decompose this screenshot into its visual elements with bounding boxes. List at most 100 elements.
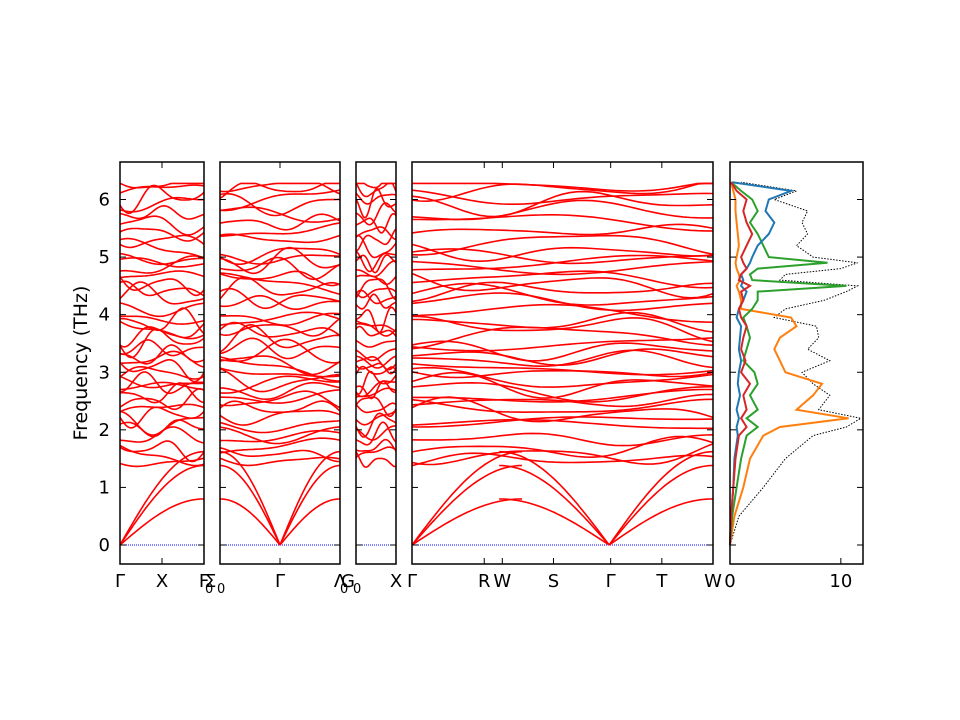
acoustic-branch xyxy=(499,464,610,546)
high-symmetry-label: Γ xyxy=(606,571,616,592)
high-symmetry-subscript: 0 xyxy=(205,582,213,597)
phonon-branch xyxy=(355,187,397,219)
high-symmetry-label: R xyxy=(478,571,491,592)
phonon-branch xyxy=(119,426,205,444)
phonon-branch xyxy=(119,252,205,266)
phonon-branch xyxy=(411,260,714,276)
phonon-branch xyxy=(355,451,397,469)
phonon-branch xyxy=(219,295,341,310)
phonon-branch xyxy=(219,375,340,394)
phonon-branch xyxy=(355,202,397,226)
phonon-branch xyxy=(119,281,205,305)
acoustic-branch xyxy=(119,450,205,546)
high-symmetry-subscript: 0 xyxy=(353,582,361,597)
phonon-branch xyxy=(411,282,714,306)
phonon-branch xyxy=(411,315,714,343)
y-tick-label: 5 xyxy=(99,247,110,268)
phonon-branch xyxy=(411,393,714,408)
acoustic-branch xyxy=(219,498,281,546)
acoustic-branch xyxy=(279,450,341,546)
phonon-branch xyxy=(220,389,341,404)
phonon-branch xyxy=(355,254,397,274)
phonon-branch xyxy=(355,287,397,299)
phonon-branch xyxy=(219,409,341,426)
phonon-branch xyxy=(219,381,341,400)
high-symmetry-subscript: 0 xyxy=(340,582,348,597)
phonon-branch xyxy=(411,190,714,218)
high-symmetry-label: Λ xyxy=(334,571,347,592)
phonon-branch xyxy=(355,319,397,337)
phonon-branch xyxy=(219,256,341,281)
phonon-branch xyxy=(411,369,714,379)
phonon-branch xyxy=(355,213,397,234)
phonon-branch xyxy=(355,446,397,459)
acoustic-branch xyxy=(279,464,341,546)
phonon-branch xyxy=(219,272,341,295)
phonon-branch xyxy=(219,287,341,310)
phonon-branch xyxy=(119,320,205,340)
phonon-branch xyxy=(119,276,205,297)
phonon-branch xyxy=(219,276,341,300)
phonon-branch xyxy=(119,196,205,213)
phonon-branch xyxy=(355,289,397,305)
phonon-branch xyxy=(355,402,397,414)
phonon-branch xyxy=(411,418,713,430)
phonon-branch xyxy=(119,375,205,389)
phonon-branch xyxy=(119,359,205,383)
dos-x-tick-label: 0 xyxy=(724,571,735,592)
phonon-branch xyxy=(219,419,341,434)
phonon-branch xyxy=(219,447,341,463)
high-symmetry-label: W xyxy=(493,571,511,592)
phonon-branch xyxy=(355,355,397,369)
high-symmetry-label: Γ xyxy=(275,571,285,592)
phonon-branch xyxy=(219,367,341,378)
acoustic-branch xyxy=(608,450,714,546)
phonon-branch xyxy=(411,182,713,203)
phonon-branch xyxy=(411,363,714,376)
phonon-branch xyxy=(411,337,714,352)
y-tick-label: 3 xyxy=(99,362,110,383)
phonon-branch xyxy=(411,234,714,256)
acoustic-branch xyxy=(411,450,523,546)
y-tick-label: 4 xyxy=(99,305,110,326)
phonon-branch xyxy=(219,355,341,376)
high-symmetry-label: W xyxy=(704,571,722,592)
phonon-branch xyxy=(411,443,714,466)
y-axis-label: Frequency (THz) xyxy=(70,286,92,441)
phonon-branch xyxy=(355,306,397,334)
phonon-branch xyxy=(355,370,397,395)
phonon-branch xyxy=(119,215,205,236)
phonon-branch xyxy=(219,253,341,265)
phonon-branch xyxy=(219,182,340,199)
acoustic-branch xyxy=(411,498,523,546)
phonon-branch xyxy=(219,312,341,327)
phonon-branch xyxy=(411,254,714,271)
phonon-branch xyxy=(119,440,205,463)
phonon-branch xyxy=(219,270,341,287)
dos-panel-frame xyxy=(729,161,864,565)
phonon-branch xyxy=(219,323,341,353)
phonon-branch xyxy=(119,227,205,242)
phonon-branch xyxy=(355,356,397,371)
phonon-branch xyxy=(219,311,341,326)
phonon-branch xyxy=(355,348,397,362)
acoustic-branch xyxy=(279,498,341,546)
phonon-branch xyxy=(355,250,397,273)
band-panel-frame xyxy=(355,161,397,565)
phonon-branch xyxy=(355,339,397,348)
phonon-branch xyxy=(411,366,714,388)
phonon-branch xyxy=(355,226,397,241)
phonon-branch xyxy=(119,182,204,189)
acoustic-branch xyxy=(119,498,205,546)
phonon-branch xyxy=(411,243,714,263)
phonon-branch xyxy=(119,387,205,411)
frames-layer xyxy=(119,161,864,565)
acoustic-branch xyxy=(219,464,281,546)
acoustic-branch xyxy=(219,450,281,546)
phonon-branch xyxy=(411,270,714,289)
phonon-branch xyxy=(411,189,714,205)
high-symmetry-label: X xyxy=(156,571,168,592)
phonon-branch xyxy=(219,400,341,413)
high-symmetry-subscript: 0 xyxy=(217,582,225,597)
